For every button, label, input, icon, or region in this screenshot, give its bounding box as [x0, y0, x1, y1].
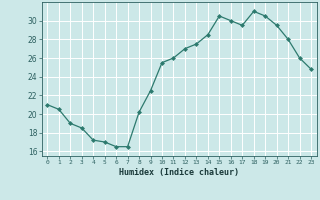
X-axis label: Humidex (Indice chaleur): Humidex (Indice chaleur) — [119, 168, 239, 177]
